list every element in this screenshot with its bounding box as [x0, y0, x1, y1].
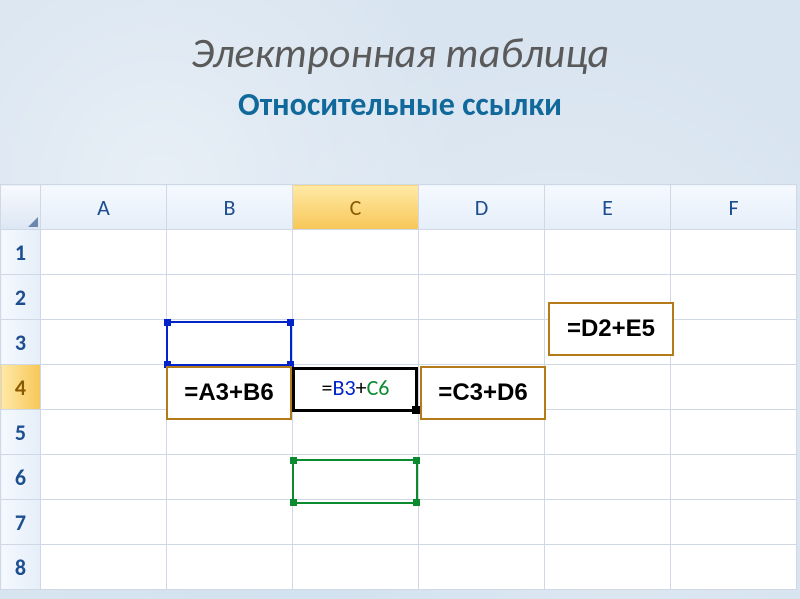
cell-b6[interactable]	[167, 455, 293, 500]
row-header-1[interactable]: 1	[1, 230, 41, 275]
callout-d4: =C3+D6	[420, 366, 546, 420]
active-formula: =B3+C6	[322, 374, 390, 401]
formula-ref1: B3	[332, 374, 355, 401]
cell-e7[interactable]	[545, 500, 671, 545]
col-header-a[interactable]: A	[41, 185, 167, 230]
cell-d2[interactable]	[419, 275, 545, 320]
cell-f8[interactable]	[671, 545, 797, 590]
col-header-d[interactable]: D	[419, 185, 545, 230]
cell-a2[interactable]	[41, 275, 167, 320]
callout-e3: =D2+E5	[548, 302, 674, 356]
cell-a8[interactable]	[41, 545, 167, 590]
row-header-5[interactable]: 5	[1, 410, 41, 455]
cell-d7[interactable]	[419, 500, 545, 545]
cell-a3[interactable]	[41, 320, 167, 365]
cell-b3[interactable]	[167, 320, 293, 365]
cell-e6[interactable]	[545, 455, 671, 500]
cell-c8[interactable]	[293, 545, 419, 590]
cell-b2[interactable]	[167, 275, 293, 320]
cell-f7[interactable]	[671, 500, 797, 545]
row-header-3[interactable]: 3	[1, 320, 41, 365]
cell-f4[interactable]	[671, 365, 797, 410]
cell-c5[interactable]	[293, 410, 419, 455]
cell-c6[interactable]	[293, 455, 419, 500]
cell-c1[interactable]	[293, 230, 419, 275]
cell-e4[interactable]	[545, 365, 671, 410]
cell-b7[interactable]	[167, 500, 293, 545]
spreadsheet-area: A B C D E F 1 2 3 4 =B3+C6 5 6 7 8	[0, 184, 800, 590]
cell-e5[interactable]	[545, 410, 671, 455]
cell-a4[interactable]	[41, 365, 167, 410]
col-header-c[interactable]: C	[293, 185, 419, 230]
cell-f1[interactable]	[671, 230, 797, 275]
slide-subtitle: Относительные ссылки	[0, 85, 800, 124]
cell-e8[interactable]	[545, 545, 671, 590]
formula-plus: +	[356, 374, 367, 401]
cell-a7[interactable]	[41, 500, 167, 545]
slide-title: Электронная таблица	[0, 0, 800, 79]
cell-a5[interactable]	[41, 410, 167, 455]
cell-d8[interactable]	[419, 545, 545, 590]
cell-f2[interactable]	[671, 275, 797, 320]
cell-f3[interactable]	[671, 320, 797, 365]
corner-triangle-icon	[28, 217, 38, 227]
cell-d6[interactable]	[419, 455, 545, 500]
cell-c2[interactable]	[293, 275, 419, 320]
cell-b8[interactable]	[167, 545, 293, 590]
row-header-6[interactable]: 6	[1, 455, 41, 500]
callout-b4: =A3+B6	[166, 366, 292, 420]
cell-c4[interactable]: =B3+C6	[293, 365, 419, 410]
col-header-b[interactable]: B	[167, 185, 293, 230]
cell-f5[interactable]	[671, 410, 797, 455]
col-header-e[interactable]: E	[545, 185, 671, 230]
select-all-corner[interactable]	[1, 185, 41, 230]
cell-e1[interactable]	[545, 230, 671, 275]
cell-b1[interactable]	[167, 230, 293, 275]
cell-d1[interactable]	[419, 230, 545, 275]
row-header-4[interactable]: 4	[1, 365, 41, 410]
cell-c7[interactable]	[293, 500, 419, 545]
cell-f6[interactable]	[671, 455, 797, 500]
row-header-7[interactable]: 7	[1, 500, 41, 545]
cell-d3[interactable]	[419, 320, 545, 365]
row-header-8[interactable]: 8	[1, 545, 41, 590]
cell-a6[interactable]	[41, 455, 167, 500]
row-header-2[interactable]: 2	[1, 275, 41, 320]
cell-a1[interactable]	[41, 230, 167, 275]
spreadsheet-grid[interactable]: A B C D E F 1 2 3 4 =B3+C6 5 6 7 8	[0, 184, 797, 590]
cell-c3[interactable]	[293, 320, 419, 365]
col-header-f[interactable]: F	[671, 185, 797, 230]
formula-eq: =	[322, 374, 333, 401]
formula-ref2: C6	[367, 374, 390, 401]
